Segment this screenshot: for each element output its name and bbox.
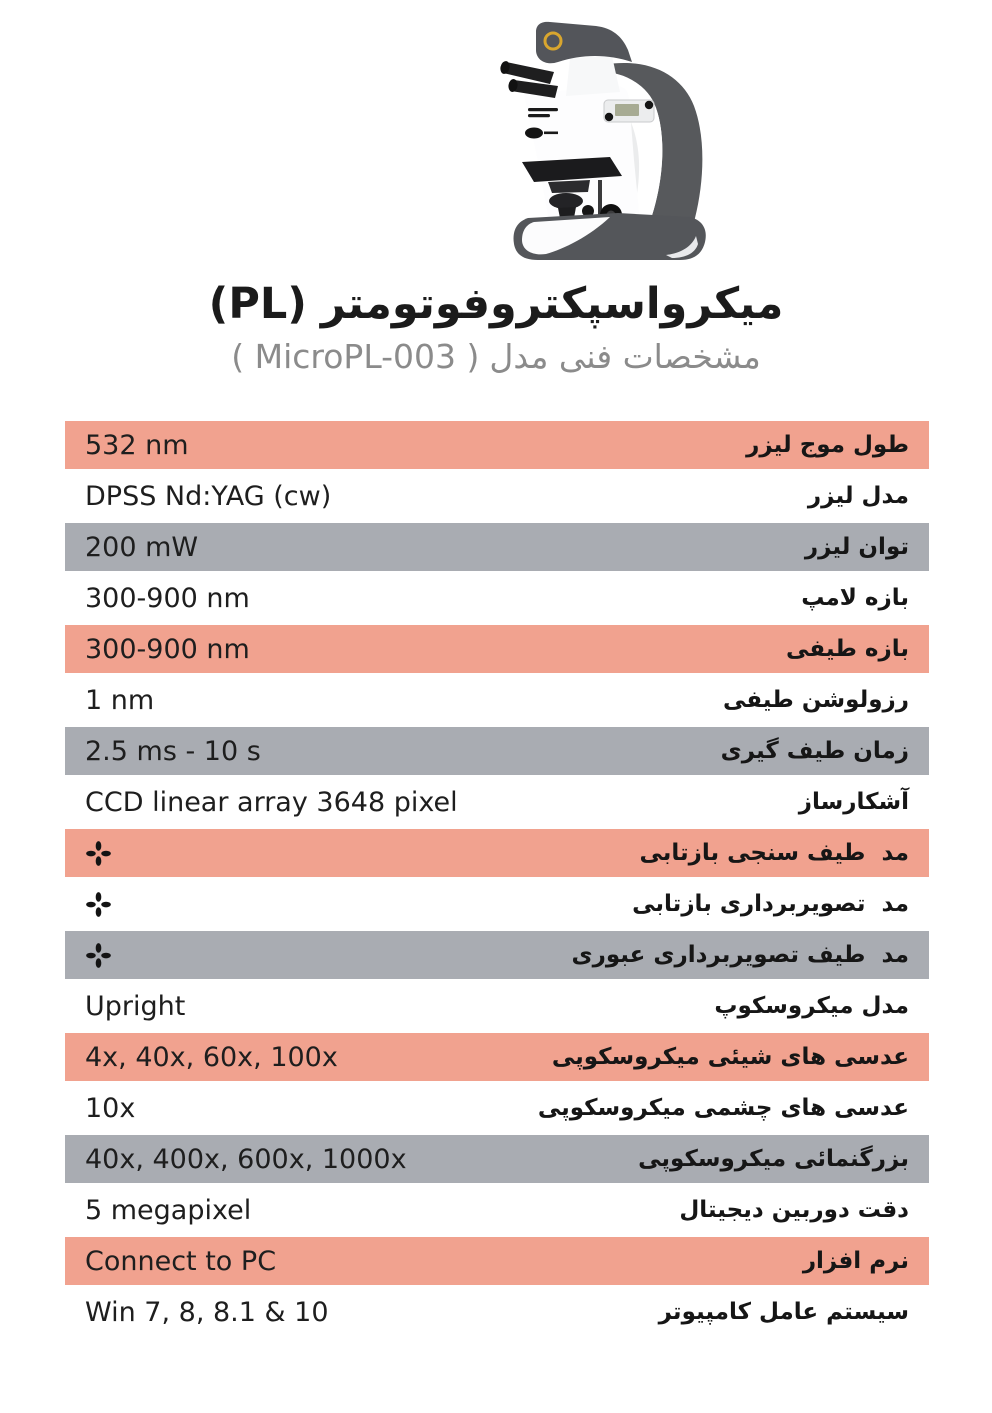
four-petal-asterisk-icon — [85, 840, 112, 867]
spec-value-text: 200 mW — [85, 531, 199, 563]
spec-row-label: آشکارساز — [798, 789, 909, 815]
spec-row: مد طیف سنجی بازتابی — [65, 829, 929, 877]
page-title-en: (PL) — [208, 279, 307, 329]
page-title-fa: میکرواسپکتروفوتومتر — [320, 279, 784, 329]
spec-row-value: 4x, 40x, 60x, 100x — [85, 1042, 338, 1073]
spec-value-text: Upright — [85, 990, 186, 1022]
spec-value-text: 10x — [85, 1092, 136, 1124]
spec-row-value: DPSS Nd:YAG (cw) — [85, 481, 331, 512]
spec-row-label: زمان طیف گیری — [720, 738, 909, 764]
spec-row-value: CCD linear array 3648 pixel — [85, 787, 458, 818]
spec-row-label: طول موج لیزر — [746, 432, 909, 458]
spec-row-value — [85, 840, 112, 867]
spec-row-label: مدل لیزر — [807, 483, 909, 509]
spec-row-value: 10x — [85, 1093, 135, 1124]
spec-row: 10x عدسی های چشمی میکروسکوپی — [65, 1084, 929, 1132]
spec-row: 5 megapixel دقت دوربین دیجیتال — [65, 1186, 929, 1234]
spec-row-label: عدسی های چشمی میکروسکوپی — [537, 1095, 909, 1121]
spec-row-value — [85, 891, 112, 918]
spec-row-value: 300-900 nm — [85, 634, 250, 665]
product-figure — [498, 12, 738, 267]
spec-value-text: 4x, 40x, 60x, 100x — [85, 1041, 338, 1073]
spec-row-label: نرم افزار — [802, 1248, 909, 1274]
spec-value-text: 532 nm — [85, 429, 189, 461]
spec-row-label: عدسی های شیئی میکروسکوپی — [551, 1044, 909, 1070]
spec-row-label: بازه طیفی — [786, 636, 909, 662]
page-header: میکرواسپکتروفوتومتر (PL) مشخصات فنی مدل … — [0, 279, 992, 377]
spec-row-label: مد طیف سنجی بازتابی — [639, 840, 909, 866]
spec-row-value: 5 megapixel — [85, 1195, 251, 1226]
spec-row-value: Win 7, 8, 8.1 & 10 — [85, 1297, 329, 1328]
spec-row-value: 40x, 400x, 600x, 1000x — [85, 1144, 407, 1175]
spec-value-text: 1 nm — [85, 684, 155, 716]
page-subtitle-fa: مشخصات فنی مدل — [489, 337, 761, 377]
spec-value-text: Connect to PC — [85, 1245, 277, 1277]
spec-row-value: Upright — [85, 991, 185, 1022]
spec-row: Upright مدل میکروسکوپ — [65, 982, 929, 1030]
spec-value-text: 2.5 ms - 10 s — [85, 735, 261, 767]
spec-row-value: 2.5 ms - 10 s — [85, 736, 261, 767]
spec-row: 532 nm طول موج لیزر — [65, 421, 929, 469]
spec-row-value: 200 mW — [85, 532, 198, 563]
spec-row: CCD linear array 3648 pixel آشکارساز — [65, 778, 929, 826]
spec-table: 532 nm طول موج لیزر DPSS Nd:YAG (cw) مدل… — [65, 421, 929, 1339]
spec-value-text: DPSS Nd:YAG (cw) — [85, 480, 332, 512]
spec-row: مد تصویربرداری بازتابی — [65, 880, 929, 928]
spec-row: 4x, 40x, 60x, 100x عدسی های شیئی میکروسک… — [65, 1033, 929, 1081]
page-title: میکرواسپکتروفوتومتر (PL) — [0, 279, 992, 329]
spec-value-text: 40x, 400x, 600x, 1000x — [85, 1143, 407, 1175]
spec-row: 40x, 400x, 600x, 1000x بزرگنمائی میکروسک… — [65, 1135, 929, 1183]
spec-row-label: مدل میکروسکوپ — [714, 993, 909, 1019]
spec-row-label: رزولوشن طیفی — [722, 687, 909, 713]
spec-row-value: 300-900 nm — [85, 583, 250, 614]
spec-row: مد طیف تصویربرداری عبوری — [65, 931, 929, 979]
four-petal-asterisk-icon — [85, 891, 112, 918]
spec-row-value — [85, 942, 112, 969]
spec-row-label: توان لیزر — [804, 534, 909, 560]
spec-row-value: Connect to PC — [85, 1246, 276, 1277]
page-subtitle-en: ( MicroPL-003 ) — [231, 337, 480, 377]
spec-row: 2.5 ms - 10 s زمان طیف گیری — [65, 727, 929, 775]
spec-row-label: دقت دوربین دیجیتال — [679, 1197, 909, 1223]
spec-value-text: CCD linear array 3648 pixel — [85, 786, 458, 818]
spec-value-text: 5 megapixel — [85, 1194, 252, 1226]
spec-row-label: بازه لامپ — [801, 585, 909, 611]
spec-value-text: 300-900 nm — [85, 633, 250, 665]
spec-row: 300-900 nm بازه طیفی — [65, 625, 929, 673]
spec-value-text: 300-900 nm — [85, 582, 250, 614]
spec-row: DPSS Nd:YAG (cw) مدل لیزر — [65, 472, 929, 520]
spec-row: 300-900 nm بازه لامپ — [65, 574, 929, 622]
page-subtitle: مشخصات فنی مدل ( MicroPL-003 ) — [0, 337, 992, 377]
spec-row: Win 7, 8, 8.1 & 10 سیستم عامل کامپیوتر — [65, 1288, 929, 1336]
spec-row-value: 532 nm — [85, 430, 189, 461]
spec-row: Connect to PC نرم افزار — [65, 1237, 929, 1285]
spec-row-label: مد تصویربرداری بازتابی — [632, 891, 909, 917]
four-petal-asterisk-icon — [85, 942, 112, 969]
spec-value-text: Win 7, 8, 8.1 & 10 — [85, 1296, 329, 1328]
spec-row-value: 1 nm — [85, 685, 154, 716]
spec-row-label: مد طیف تصویربرداری عبوری — [571, 942, 909, 968]
logo-ring-icon — [543, 31, 563, 51]
spec-row-label: سیستم عامل کامپیوتر — [658, 1299, 909, 1325]
microscope-image — [500, 21, 706, 260]
spec-row-label: بزرگنمائی میکروسکوپی — [638, 1146, 909, 1172]
spec-row: 200 mW توان لیزر — [65, 523, 929, 571]
spec-row: 1 nm رزولوشن طیفی — [65, 676, 929, 724]
